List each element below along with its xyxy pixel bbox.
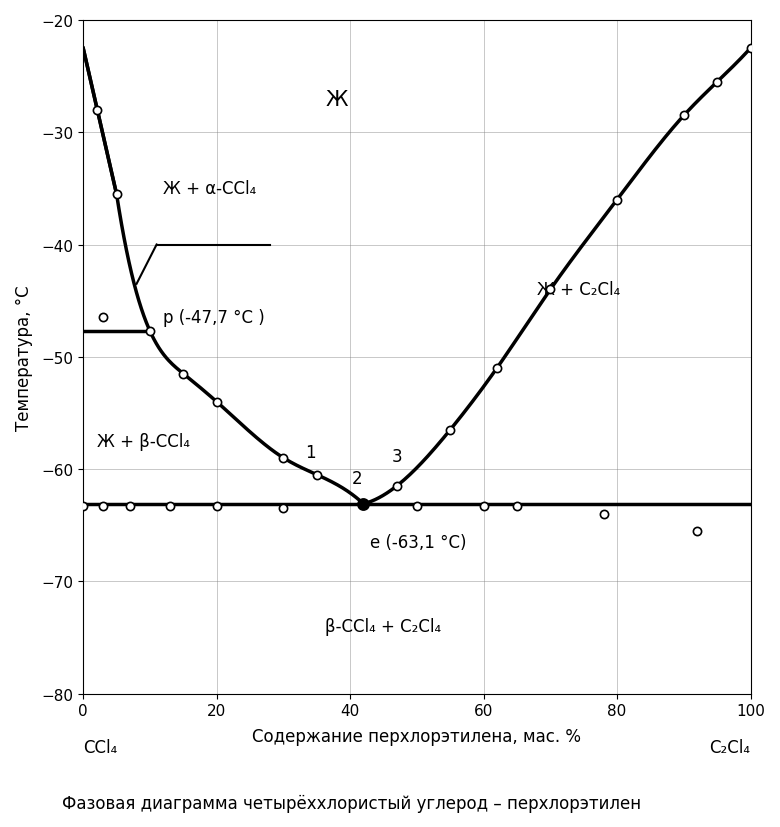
Point [477, 500, 490, 513]
Point [277, 502, 289, 515]
Point [97, 500, 109, 513]
Point [164, 500, 176, 513]
Point [211, 500, 223, 513]
Point [391, 480, 403, 493]
Text: Ж + C₂Cl₄: Ж + C₂Cl₄ [537, 281, 620, 299]
Text: β-CCl₄ + C₂Cl₄: β-CCl₄ + C₂Cl₄ [325, 618, 441, 635]
Point [110, 189, 122, 202]
Point [491, 362, 503, 375]
Point [711, 76, 723, 89]
Text: 3: 3 [392, 447, 402, 465]
Point [444, 423, 456, 437]
Point [357, 498, 370, 511]
Point [410, 500, 423, 513]
Point [357, 498, 370, 511]
Point [744, 42, 757, 55]
Point [357, 498, 370, 511]
Point [124, 500, 136, 513]
Point [544, 284, 557, 297]
Text: Ж + α-CCl₄: Ж + α-CCl₄ [163, 180, 257, 198]
Point [678, 110, 690, 123]
X-axis label: Содержание перхлорэтилена, мас. %: Содержание перхлорэтилена, мас. % [253, 727, 581, 744]
Text: Фазовая диаграмма четырёххлористый углерод – перхлорэтилен: Фазовая диаграмма четырёххлористый углер… [62, 794, 641, 812]
Text: C₂Cl₄: C₂Cl₄ [710, 739, 750, 757]
Text: e (-63,1 °C): e (-63,1 °C) [370, 533, 466, 552]
Y-axis label: Температура, °C: Температура, °C [15, 284, 33, 430]
Point [511, 500, 523, 513]
Text: 2: 2 [352, 470, 362, 487]
Point [90, 104, 103, 117]
Point [597, 508, 610, 521]
Point [691, 524, 704, 538]
Text: Ж: Ж [325, 89, 348, 109]
Point [97, 312, 109, 325]
Point [611, 194, 623, 207]
Text: p (-47,7 °C ): p (-47,7 °C ) [163, 309, 265, 327]
Point [77, 500, 90, 513]
Point [211, 395, 223, 409]
Point [177, 367, 190, 380]
Text: 1: 1 [305, 443, 315, 461]
Point [310, 468, 323, 481]
Point [277, 452, 289, 465]
Text: CCl₄: CCl₄ [83, 739, 118, 757]
Text: Ж + β-CCl₄: Ж + β-CCl₄ [97, 433, 190, 451]
Point [144, 325, 156, 338]
